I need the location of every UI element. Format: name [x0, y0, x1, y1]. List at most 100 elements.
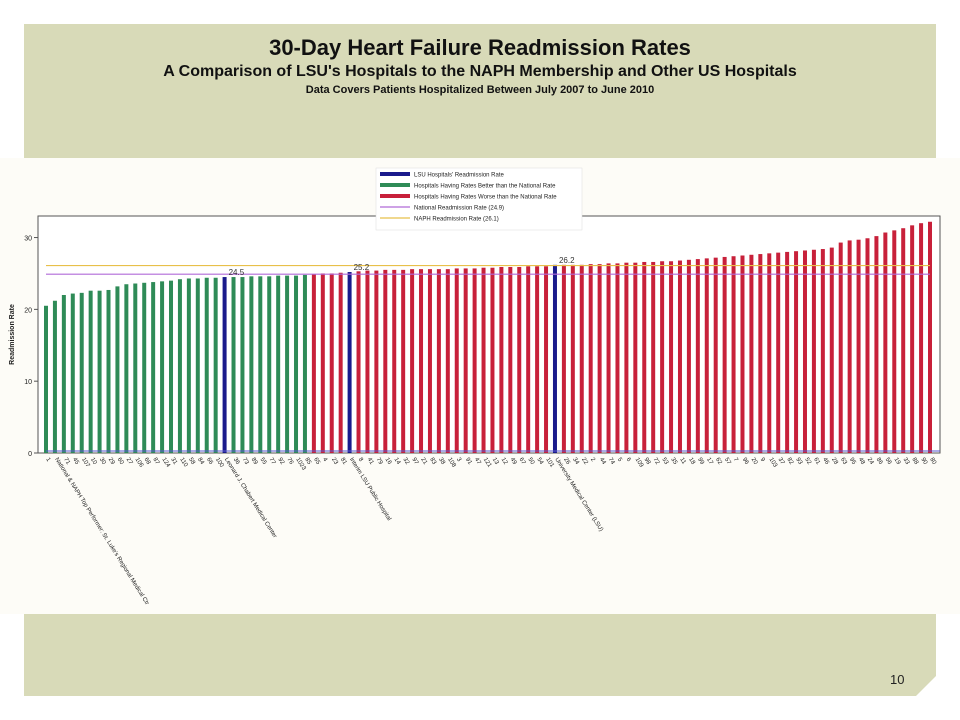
x-tick-label: 19 — [893, 457, 902, 466]
bar-worse — [383, 269, 388, 453]
y-tick-label: 10 — [24, 379, 32, 386]
x-tick-label: 27 — [125, 457, 134, 466]
bar-worse — [624, 262, 629, 453]
bar-worse — [481, 267, 486, 453]
bar-worse — [508, 266, 513, 453]
x-tick-label: 46 — [821, 457, 830, 466]
x-tick-label: 81 — [339, 457, 348, 466]
x-tick-label: 2 — [589, 457, 596, 464]
x-tick-label: 37 — [777, 457, 786, 466]
bar-worse — [642, 261, 647, 453]
x-tick-label: 96 — [741, 457, 750, 466]
bar-worse — [454, 268, 459, 453]
legend-label: Hospitals Having Rates Better than the N… — [414, 184, 556, 190]
bar-better — [276, 275, 281, 453]
bar-better — [231, 277, 236, 453]
bar-worse — [633, 262, 638, 453]
x-tick-label: 106 — [134, 457, 145, 469]
legend-swatch — [380, 183, 410, 187]
legend-label: Hospitals Having Rates Worse than the Na… — [414, 195, 557, 201]
bar-worse — [356, 271, 361, 453]
x-tick-label: 83 — [428, 457, 437, 466]
bar-worse — [463, 268, 468, 453]
bar-worse — [606, 263, 611, 453]
x-tick-label: 110 — [178, 457, 189, 469]
bar-worse — [660, 261, 665, 453]
x-tick-label: 33 — [902, 457, 911, 466]
bar-worse — [544, 266, 549, 453]
slide-header: 30-Day Heart Failure Readmission Rates A… — [24, 34, 936, 98]
bar-worse — [365, 270, 370, 453]
bar-worse — [713, 257, 718, 453]
bar-worse — [820, 249, 825, 453]
x-tick-label: 82 — [785, 457, 794, 466]
bar-better — [204, 277, 209, 453]
data-label: 25.2 — [354, 263, 370, 272]
bar-worse — [892, 230, 897, 453]
bar-worse — [410, 269, 415, 453]
x-tick-label: 77 — [268, 457, 277, 466]
bar-worse — [401, 269, 406, 453]
x-tick-label: 74 — [607, 457, 616, 466]
x-tick-label: 44 — [598, 457, 607, 466]
x-tick-label: 98 — [643, 457, 652, 466]
x-tick-label: 108 — [446, 457, 457, 469]
x-tick-label: 93 — [794, 457, 803, 466]
x-tick-label: 55 — [259, 457, 268, 466]
x-tick-label: 56 — [884, 457, 893, 466]
x-tick-label: 88 — [910, 457, 919, 466]
x-tick-label: 95 — [848, 457, 857, 466]
bar-better — [88, 290, 93, 453]
bar-worse — [436, 269, 441, 453]
x-tick-label: 124 — [160, 457, 171, 469]
bar-worse — [767, 253, 772, 453]
bar-better — [177, 279, 182, 453]
x-tick-label: 5 — [616, 457, 623, 464]
bar-worse — [776, 252, 781, 453]
bar-worse — [570, 264, 575, 453]
x-tick-label: 53 — [660, 457, 669, 466]
x-tick-label: 13 — [491, 457, 500, 466]
x-tick-label: 41 — [366, 457, 375, 466]
bar-worse — [320, 273, 325, 453]
bar-worse — [597, 264, 602, 453]
x-tick-label: 58 — [187, 457, 196, 466]
bar-better — [186, 278, 191, 453]
x-tick-label: 48 — [857, 457, 866, 466]
bar-better — [294, 275, 299, 453]
x-tick-label: 47 — [473, 457, 482, 466]
bar-worse — [749, 254, 754, 453]
x-tick-label: 9 — [759, 457, 766, 464]
bar-worse — [785, 251, 790, 453]
bar-better — [213, 277, 218, 453]
x-tick-label: 62 — [714, 457, 723, 466]
bar-worse — [419, 269, 424, 453]
x-tick-label: 28 — [830, 457, 839, 466]
x-tick-label: 35 — [669, 457, 678, 466]
x-tick-label: 89 — [250, 457, 259, 466]
bar-worse — [669, 261, 674, 453]
x-tick-label: 30 — [98, 457, 107, 466]
x-tick-label: 65 — [312, 457, 321, 466]
x-tick-label: 26 — [562, 457, 571, 466]
x-tick-label: 61 — [812, 457, 821, 466]
x-tick-label: 85 — [303, 457, 312, 466]
bar-lsu — [552, 264, 557, 453]
legend-swatch — [380, 194, 410, 198]
bar-worse — [686, 259, 691, 453]
x-tick-label: 79 — [375, 457, 384, 466]
bar-better — [240, 277, 245, 453]
bar-lsu — [222, 277, 227, 453]
bar-worse — [677, 260, 682, 453]
bar-worse — [445, 269, 450, 453]
x-tick-label: 57 — [723, 457, 732, 466]
x-tick-label: 52 — [803, 457, 812, 466]
x-tick-label: 12 — [500, 457, 509, 466]
bar-worse — [928, 221, 932, 453]
bar-worse — [883, 232, 888, 453]
legend-box — [375, 167, 583, 231]
x-tick-label: 100 — [214, 457, 225, 469]
x-tick-label: 54 — [535, 457, 544, 466]
bar-better — [160, 281, 165, 453]
x-tick-label: 11 — [678, 457, 687, 466]
